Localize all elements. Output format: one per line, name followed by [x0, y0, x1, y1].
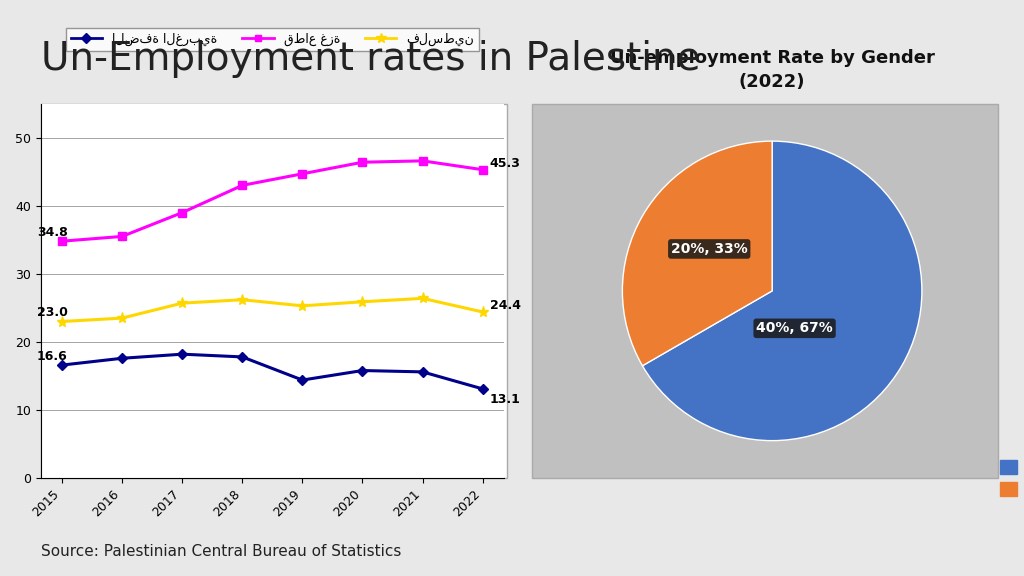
- قطاع غزة: [356, 159, 369, 166]
- Line: قطاع غزة: قطاع غزة: [57, 157, 486, 245]
- الضفة الغربية: [476, 385, 488, 392]
- قطاع غزة: [116, 233, 128, 240]
- Text: Source: Palestinian Central Bureau of Statistics: Source: Palestinian Central Bureau of St…: [41, 544, 401, 559]
- الضفة الغربية: [56, 362, 69, 369]
- Wedge shape: [642, 141, 922, 441]
- الضفة الغربية: [417, 369, 429, 376]
- فلسطين: [237, 296, 249, 303]
- Text: 45.3: 45.3: [489, 157, 520, 170]
- فلسطين: [476, 309, 488, 316]
- الضفة الغربية: [116, 355, 128, 362]
- Wedge shape: [623, 141, 772, 366]
- Line: فلسطين: فلسطين: [56, 293, 488, 327]
- Text: 20%, 33%: 20%, 33%: [671, 242, 748, 256]
- Text: 24.4: 24.4: [489, 299, 520, 312]
- قطاع غزة: [176, 209, 188, 216]
- فلسطين: [56, 318, 69, 325]
- قطاع غزة: [476, 166, 488, 173]
- فلسطين: [116, 314, 128, 321]
- Line: الضفة الغربية: الضفة الغربية: [58, 351, 486, 392]
- Text: 23.0: 23.0: [37, 306, 68, 319]
- فلسطين: [296, 302, 308, 309]
- قطاع غزة: [237, 182, 249, 189]
- قطاع غزة: [296, 170, 308, 177]
- فلسطين: [176, 300, 188, 306]
- Text: 16.6: 16.6: [37, 350, 68, 362]
- الضفة الغربية: [356, 367, 369, 374]
- Text: 40%, 67%: 40%, 67%: [757, 321, 833, 335]
- قطاع غزة: [56, 238, 69, 245]
- الضفة الغربية: [296, 377, 308, 384]
- فلسطين: [417, 295, 429, 302]
- الضفة الغربية: [237, 354, 249, 361]
- Text: 13.1: 13.1: [489, 393, 520, 406]
- قطاع غزة: [417, 157, 429, 164]
- فلسطين: [356, 298, 369, 305]
- Text: 34.8: 34.8: [37, 226, 68, 238]
- Text: Un-Employment rates in Palestine: Un-Employment rates in Palestine: [41, 40, 700, 78]
- Legend: Male, Female: Male, Female: [994, 454, 1024, 502]
- Title: Un-employment Rate by Gender
(2022): Un-employment Rate by Gender (2022): [609, 50, 935, 91]
- الضفة الغربية: [176, 351, 188, 358]
- Legend: الضفة الغربية, قطاع غزة, فلسطين: الضفة الغربية, قطاع غزة, فلسطين: [66, 28, 479, 51]
